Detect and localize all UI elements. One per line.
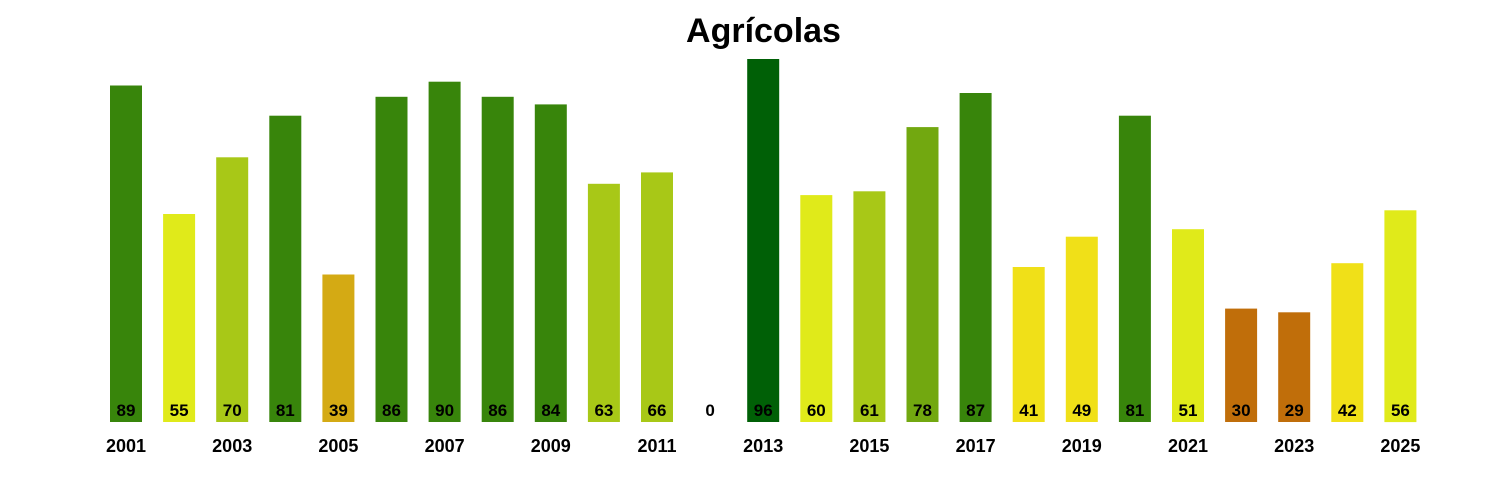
data-label-2004: 81 <box>276 401 295 420</box>
bar-2023 <box>1278 312 1311 422</box>
bar-2009 <box>534 104 567 423</box>
data-label-2008: 86 <box>488 401 507 420</box>
x-tick-label-2023: 2023 <box>1274 436 1314 456</box>
bar-2013 <box>747 59 780 422</box>
data-label-2010: 63 <box>594 401 613 420</box>
data-label-2024: 42 <box>1338 401 1357 420</box>
bar-2025 <box>1384 210 1417 423</box>
x-tick-label-2001: 2001 <box>106 436 146 456</box>
bar-2002 <box>163 214 196 422</box>
data-label-2006: 86 <box>382 401 401 420</box>
x-tick-label-2009: 2009 <box>531 436 571 456</box>
bar-2006 <box>375 96 408 423</box>
x-tick-label-2021: 2021 <box>1168 436 1208 456</box>
data-label-2019: 49 <box>1072 401 1091 420</box>
data-label-2018: 41 <box>1019 401 1038 420</box>
bar-2016 <box>906 127 939 422</box>
x-tick-label-2013: 2013 <box>743 436 783 456</box>
data-label-2016: 78 <box>913 401 932 420</box>
x-tick-label-2019: 2019 <box>1062 436 1102 456</box>
data-label-2015: 61 <box>860 401 879 420</box>
bar-2008 <box>481 96 514 423</box>
data-label-2013: 96 <box>754 401 773 420</box>
data-label-2011: 66 <box>648 401 667 420</box>
bar-2011 <box>641 172 673 422</box>
bar-2007 <box>428 81 461 422</box>
data-label-2005: 39 <box>329 401 348 420</box>
bar-2001 <box>110 85 142 422</box>
bar-2024 <box>1331 263 1364 422</box>
bar-2015 <box>853 191 886 422</box>
bar-2003 <box>216 157 249 423</box>
bar-2017 <box>959 93 992 422</box>
bar-2010 <box>587 183 620 422</box>
x-tick-label-2005: 2005 <box>318 436 358 456</box>
data-label-2023: 29 <box>1285 401 1304 420</box>
x-tick-label-2017: 2017 <box>956 436 996 456</box>
chart-title: Agrícolas <box>686 12 841 50</box>
data-label-2003: 70 <box>223 401 242 420</box>
data-label-2017: 87 <box>966 401 985 420</box>
bar-2014 <box>800 195 833 422</box>
data-label-2014: 60 <box>807 401 826 420</box>
bar-2022 <box>1225 308 1258 422</box>
bar-2005 <box>322 274 355 422</box>
data-label-2022: 30 <box>1232 401 1251 420</box>
x-tick-label-2007: 2007 <box>425 436 465 456</box>
data-label-2002: 55 <box>170 401 189 420</box>
x-tick-label-2025: 2025 <box>1380 436 1420 456</box>
bar-2004 <box>269 115 302 422</box>
data-label-2001: 89 <box>117 401 136 420</box>
x-tick-label-2011: 2011 <box>637 436 676 456</box>
bar-2021 <box>1172 229 1204 422</box>
data-label-2021: 51 <box>1179 401 1198 420</box>
bar-2018 <box>1012 267 1045 422</box>
bar-2019 <box>1065 236 1098 422</box>
data-label-2007: 90 <box>435 401 454 420</box>
bar-2020 <box>1118 115 1151 422</box>
data-label-2020: 81 <box>1125 401 1144 420</box>
x-tick-label-2003: 2003 <box>212 436 252 456</box>
data-label-2012: 0 <box>705 401 714 420</box>
x-tick-label-2015: 2015 <box>849 436 889 456</box>
data-label-2025: 56 <box>1391 401 1410 420</box>
data-label-2009: 84 <box>541 401 560 420</box>
